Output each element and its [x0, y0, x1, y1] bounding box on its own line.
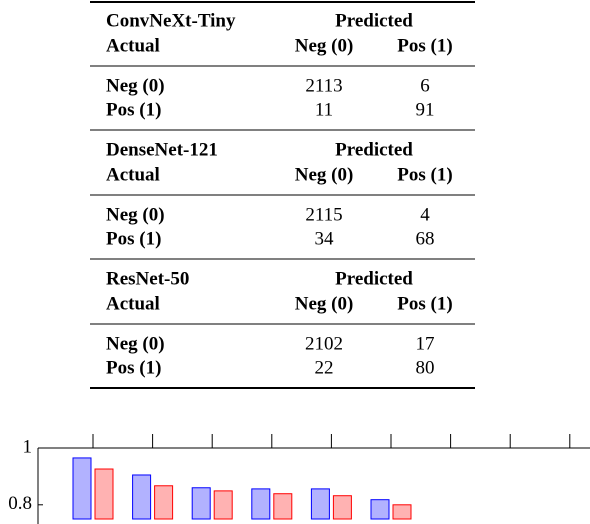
row-label: Pos (1) — [106, 99, 161, 120]
row-label: Neg (0) — [106, 333, 165, 354]
model-name: DenseNet-121 — [106, 139, 218, 160]
row-label: Neg (0) — [106, 204, 165, 225]
cell: 80 — [416, 357, 435, 378]
bar — [370, 499, 390, 520]
cell: 2115 — [305, 204, 342, 225]
predicted-header: Predicted — [335, 10, 413, 31]
model-name: ConvNeXt-Tiny — [106, 10, 236, 31]
cell: 2113 — [305, 75, 342, 96]
bar — [392, 504, 412, 520]
actual-header: Actual — [106, 293, 160, 314]
cell: 6 — [420, 75, 430, 96]
column-header: Pos (1) — [397, 35, 452, 56]
cell: 11 — [315, 99, 333, 120]
bar — [332, 495, 352, 520]
column-header: Neg (0) — [295, 35, 354, 56]
cell: 91 — [416, 99, 435, 120]
row-label: Neg (0) — [106, 75, 165, 96]
bar — [213, 490, 233, 520]
bar — [273, 493, 293, 520]
bar — [94, 468, 114, 520]
column-header: Neg (0) — [295, 164, 354, 185]
bar — [251, 488, 271, 520]
bar — [310, 488, 330, 520]
row-label: Pos (1) — [106, 228, 161, 249]
predicted-header: Predicted — [335, 139, 413, 160]
cell: 2102 — [305, 333, 343, 354]
y-tick-label: 1 — [23, 436, 33, 457]
cell: 17 — [416, 333, 435, 354]
bar — [191, 487, 211, 520]
model-name: ResNet-50 — [106, 268, 189, 289]
cell: 4 — [420, 204, 430, 225]
cell: 34 — [315, 228, 335, 249]
actual-header: Actual — [106, 35, 160, 56]
column-header: Pos (1) — [397, 164, 452, 185]
bar — [72, 457, 92, 520]
column-header: Pos (1) — [397, 293, 452, 314]
bar — [154, 485, 174, 520]
column-header: Neg (0) — [295, 293, 354, 314]
actual-header: Actual — [106, 164, 160, 185]
bar — [132, 474, 152, 520]
cell: 22 — [315, 357, 334, 378]
y-tick-label: 0.8 — [8, 493, 32, 514]
row-label: Pos (1) — [106, 357, 161, 378]
predicted-header: Predicted — [335, 268, 413, 289]
cell: 68 — [416, 228, 435, 249]
